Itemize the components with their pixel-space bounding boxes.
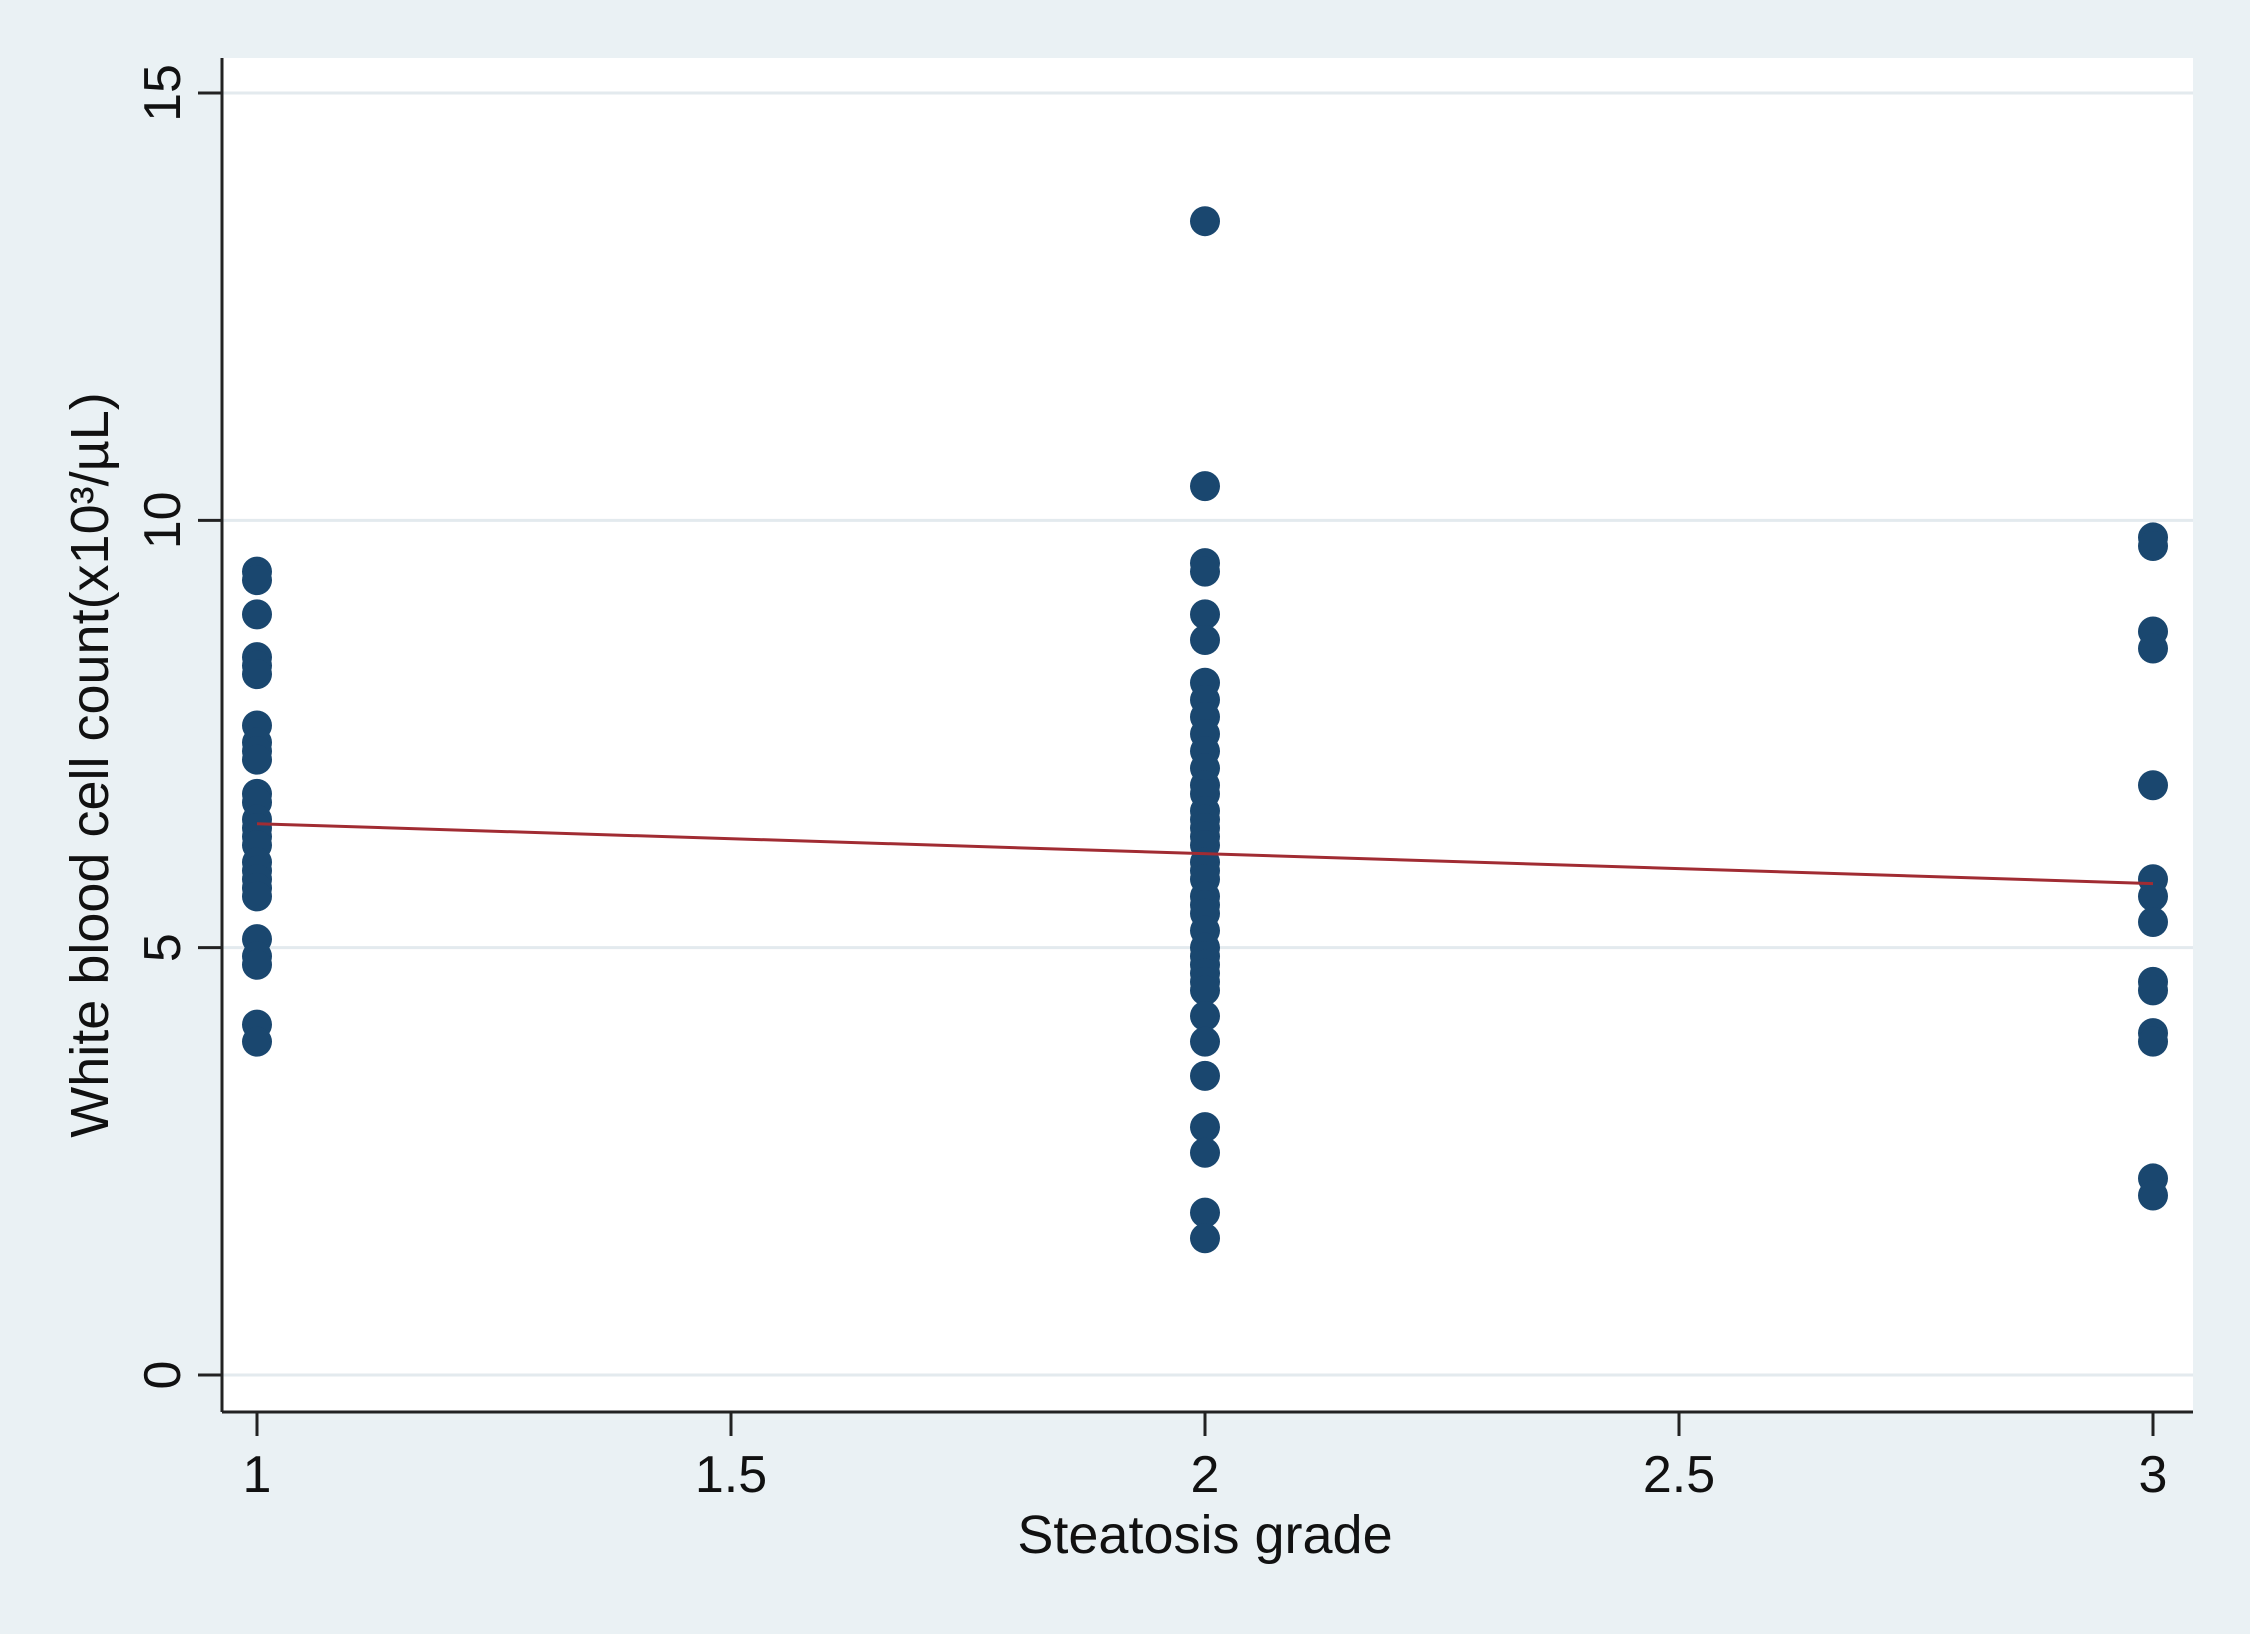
fitted-line	[256, 822, 2154, 886]
y-tick-label: 15	[134, 64, 192, 122]
data-point	[242, 565, 272, 596]
data-point	[242, 949, 272, 980]
data-point	[242, 599, 272, 630]
data-point	[2138, 1026, 2168, 1057]
x-tick-label: 2.5	[1643, 1446, 1715, 1504]
data-point	[1190, 556, 1220, 587]
y-axis-title: White blood cell count(x10³/µL)	[60, 392, 120, 1137]
data-points	[242, 206, 2168, 1254]
data-point	[1190, 1060, 1220, 1091]
data-point	[242, 744, 272, 775]
data-point	[2138, 975, 2168, 1006]
y-tick-label: 5	[134, 933, 192, 962]
x-axis-title: Steatosis grade	[1017, 1505, 1392, 1565]
data-point	[2138, 1180, 2168, 1211]
data-point	[1190, 624, 1220, 655]
data-point	[1190, 206, 1220, 237]
data-point	[242, 881, 272, 912]
data-point	[1190, 1137, 1220, 1168]
x-tick-label: 2	[1191, 1446, 1220, 1504]
axes	[220, 58, 2193, 1414]
data-point	[1190, 1026, 1220, 1057]
data-point	[1190, 471, 1220, 502]
y-tick-label: 10	[134, 491, 192, 549]
data-point	[2138, 530, 2168, 561]
data-point	[2138, 633, 2168, 664]
data-point	[1190, 1197, 1220, 1228]
data-point	[242, 1026, 272, 1057]
data-point	[242, 659, 272, 690]
data-point	[1190, 975, 1220, 1006]
data-point	[2138, 907, 2168, 938]
x-tick-label: 1.5	[695, 1446, 767, 1504]
x-tick-label: 3	[2139, 1446, 2168, 1504]
data-point	[1190, 599, 1220, 630]
data-point	[2138, 770, 2168, 801]
data-point	[1190, 1223, 1220, 1254]
data-point	[1190, 1112, 1220, 1143]
data-point	[2138, 881, 2168, 912]
data-point	[1190, 1001, 1220, 1032]
x-axis-ticks: 1 1.5 2 2.5 3	[243, 1412, 2168, 1504]
x-tick-label: 1	[243, 1446, 272, 1504]
y-axis-ticks: 0 5 10 15	[134, 64, 222, 1389]
y-tick-label: 0	[134, 1361, 192, 1390]
